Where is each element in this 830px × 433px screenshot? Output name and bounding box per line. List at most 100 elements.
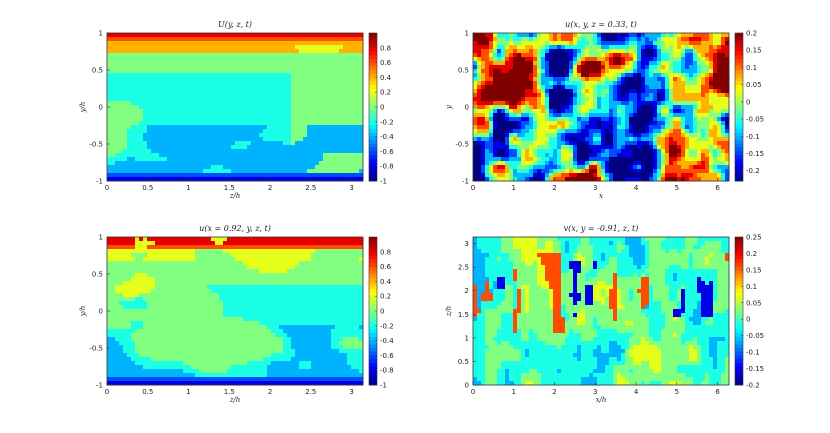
heatmap-cell (705, 149, 710, 154)
heatmap-cell (657, 125, 662, 130)
heatmap-cell (593, 89, 598, 94)
heatmap-cell (545, 177, 550, 182)
heatmap-cell (179, 133, 184, 138)
heatmap-cell (299, 41, 304, 46)
y-axis-label: y (445, 104, 453, 110)
heatmap-cell (303, 121, 308, 126)
heatmap-cell (199, 77, 204, 82)
heatmap-cell (323, 81, 328, 86)
heatmap-cell (485, 121, 490, 126)
heatmap-cell (505, 93, 510, 98)
heatmap-cell (123, 173, 128, 178)
heatmap-cell (211, 89, 216, 94)
heatmap-cell (629, 129, 634, 134)
heatmap-cell (669, 117, 674, 122)
heatmap-cell (545, 133, 550, 138)
heatmap-cell (617, 61, 622, 66)
heatmap-cell (359, 173, 364, 178)
heatmap-cell (697, 69, 702, 74)
heatmap-cell (151, 129, 156, 134)
heatmap-cell (649, 93, 654, 98)
heatmap-cell (231, 77, 236, 82)
heatmap-cell (187, 101, 192, 106)
heatmap-cell (637, 153, 642, 158)
heatmap-cell (473, 109, 478, 114)
heatmap-cell (625, 173, 630, 178)
heatmap-cell (175, 145, 180, 150)
heatmap-cell (573, 73, 578, 78)
heatmap-cell (263, 65, 268, 70)
heatmap-cell (327, 69, 332, 74)
heatmap-cell (481, 145, 486, 150)
heatmap-cell (191, 49, 196, 54)
heatmap-cell (513, 53, 518, 58)
heatmap-cell (171, 129, 176, 134)
heatmap-cell (545, 89, 550, 94)
heatmap-cell (223, 109, 228, 114)
heatmap-cell (259, 57, 264, 62)
heatmap-cell (573, 145, 578, 150)
heatmap-cell (323, 129, 328, 134)
heatmap-cell (645, 125, 650, 130)
heatmap-cell (553, 125, 558, 130)
heatmap-cell (135, 45, 140, 50)
heatmap-cell (315, 33, 320, 38)
heatmap-cell (493, 85, 498, 90)
heatmap-cell (207, 57, 212, 62)
heatmap-cell (215, 81, 220, 86)
heatmap-cell (187, 77, 192, 82)
heatmap-cell (633, 109, 638, 114)
heatmap-cell (207, 53, 212, 58)
heatmap-cell (637, 145, 642, 150)
heatmap-cell (501, 173, 506, 178)
heatmap-cell (685, 149, 690, 154)
heatmap-cell (625, 137, 630, 142)
heatmap-cell (705, 129, 710, 134)
heatmap-cell (323, 73, 328, 78)
heatmap-cell (335, 109, 340, 114)
heatmap-cell (151, 173, 156, 178)
heatmap-cell (239, 37, 244, 42)
heatmap-cell (259, 173, 264, 178)
heatmap-cell (561, 45, 566, 50)
heatmap-cell (501, 105, 506, 110)
heatmap-cell (287, 33, 292, 38)
heatmap-cell (351, 137, 356, 142)
heatmap-cell (625, 57, 630, 62)
colorbar-tick-label: 0.8 (380, 44, 391, 52)
heatmap-cell (131, 81, 136, 86)
heatmap-cell (303, 113, 308, 118)
heatmap-cell (343, 117, 348, 122)
heatmap-cell (701, 73, 706, 78)
heatmap-cell (593, 153, 598, 158)
heatmap-cell (167, 169, 172, 174)
heatmap-cell (139, 97, 144, 102)
heatmap-cell (477, 77, 482, 82)
heatmap-cell (355, 49, 360, 54)
heatmap-cell (323, 237, 328, 242)
heatmap-cell (653, 141, 658, 146)
heatmap-cell (669, 57, 674, 62)
heatmap-cell (645, 177, 650, 182)
heatmap-cell (111, 149, 116, 154)
colorbar-swatch (735, 155, 743, 160)
heatmap-cell (143, 109, 148, 114)
heatmap-cell (307, 73, 312, 78)
heatmap-cell (569, 53, 574, 58)
heatmap-cell (307, 161, 312, 166)
heatmap-cell (725, 41, 730, 46)
heatmap-cell (633, 121, 638, 126)
heatmap-cell (215, 145, 220, 150)
heatmap-cell (485, 109, 490, 114)
heatmap-cell (291, 61, 296, 66)
heatmap-cell (227, 121, 232, 126)
heatmap-cell (271, 81, 276, 86)
heatmap-cell (621, 133, 626, 138)
heatmap-cell (649, 97, 654, 102)
heatmap-cell (167, 65, 172, 70)
heatmap-cell (223, 57, 228, 62)
heatmap-cell (541, 89, 546, 94)
heatmap-cell (641, 49, 646, 54)
heatmap-cell (251, 237, 256, 242)
heatmap-cell (259, 97, 264, 102)
